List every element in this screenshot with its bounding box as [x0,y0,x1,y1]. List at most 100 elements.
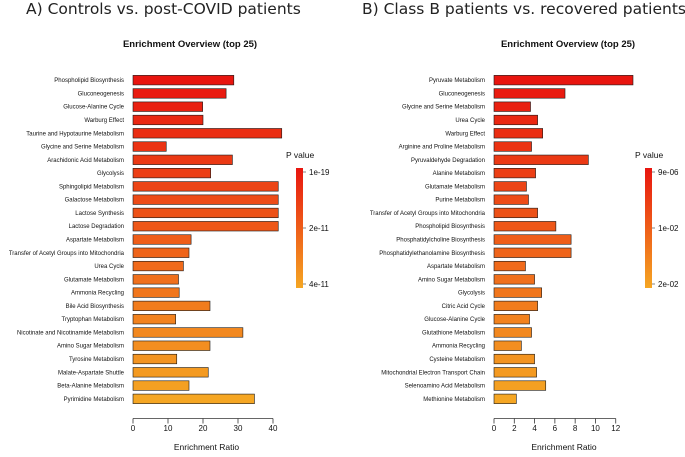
bar [493,128,544,139]
category-label: Amino Sugar Metabolism [57,344,124,350]
category-label: Phosphatidylethanolamine Biosynthesis [379,251,485,257]
legend-tick-label: 1e-02 [658,224,679,233]
category-label: Selenoamino Acid Metabolism [405,384,485,390]
category-label: Phospholipid Biosynthesis [54,78,124,84]
bar [493,274,535,285]
category-label: Tryptophan Metabolism [62,317,124,323]
category-label: Sphingolipid Metabolism [59,184,124,190]
legend-color-bar [296,168,303,288]
category-label: Lactose Degradation [69,224,124,230]
x-tick-label: 0 [492,424,497,433]
bar [132,287,180,298]
legend-color-bar [645,168,652,288]
bar [132,221,279,232]
bar [493,207,538,219]
category-label: Purine Metabolism [435,198,485,204]
bar [132,141,167,152]
x-tick-label: 8 [573,424,578,433]
category-label: Glycolysis [97,171,124,177]
x-tick-label: 0 [131,424,136,433]
x-tick-label: 4 [532,424,537,433]
chart-title: Enrichment Overview (top 25) [501,39,635,50]
category-label: Glucose-Alanine Cycle [424,317,485,323]
bar [132,181,279,192]
category-label: Galactose Metabolism [65,198,124,204]
x-tick-label: 30 [234,424,243,433]
bar [132,367,209,378]
category-label: Cysteine Metabolism [429,357,485,363]
bar [132,88,227,99]
chart-title: Enrichment Overview (top 25) [123,39,257,50]
category-label: Lactose Synthesis [75,211,124,217]
category-label: Aspartate Metabolism [427,264,485,270]
category-label: Phospholipid Biosynthesis [415,224,485,230]
legend-tick-label: 9e-06 [658,168,679,177]
bar [493,327,532,338]
category-label: Aspartate Metabolism [66,238,124,244]
category-label: Alanine Metabolism [433,171,485,177]
bar [132,353,178,365]
legend-title: P value [635,150,663,160]
bar [132,327,244,338]
bar [132,194,279,205]
category-label: Malate-Aspartate Shuttle [58,370,125,376]
bar [493,221,557,232]
x-tick-label: 20 [199,424,208,433]
bar [493,353,535,365]
x-axis-title: Enrichment Ratio [531,442,596,452]
legend-tick-label: 4e-11 [309,280,329,289]
category-label: Glycine and Serine Metabolism [402,105,485,111]
bar [493,314,530,325]
category-label: Bile Acid Biosynthesis [66,304,124,310]
category-label: Ammonia Recycling [71,291,124,297]
category-label: Taurine and Hypotaurine Metabolism [26,131,124,137]
panel-a-title: A) Controls vs. post-COVID patients [26,0,301,18]
legend-tick-label: 2e-02 [658,280,679,289]
category-label: Gluconeogenesis [78,91,124,97]
bar [132,207,279,219]
category-label: Glutathione Metabolism [422,330,485,336]
x-tick-label: 6 [553,424,558,433]
bar [132,340,211,351]
legend-tick-label: 1e-19 [309,168,330,177]
bar [493,234,572,245]
category-label: Amino Sugar Metabolism [418,277,485,283]
category-label: Arachidonic Acid Metabolism [47,158,124,164]
bar [132,101,203,112]
bar [132,154,233,165]
x-tick-label: 40 [269,424,278,433]
x-axis-title: Enrichment Ratio [174,442,239,452]
category-label: Glycolysis [458,291,485,297]
bar [132,274,179,285]
bar [132,300,211,311]
bar [132,380,190,391]
chart-b: Enrichment Overview (top 25) Pyruvate Met… [370,39,679,452]
category-label: Mitochondrial Electron Transport Chain [381,370,485,376]
category-label: Glutamate Metabolism [425,184,485,190]
bar [132,234,192,245]
bar [493,154,589,165]
bar [132,393,255,404]
category-label: Transfer of Acetyl Groups into Mitochond… [370,211,486,217]
category-label: Methionine Metabolism [423,397,485,403]
category-label: Warburg Effect [445,131,485,137]
bar [493,340,522,351]
bar [493,181,527,192]
category-label: Arginine and Proline Metabolism [399,145,485,151]
category-label: Urea Cycle [455,118,485,124]
category-label: Tyrosine Metabolism [69,357,124,363]
bar [132,260,184,272]
category-label: Ammonia Recycling [432,344,485,350]
bar [493,88,566,99]
bar [493,75,634,86]
bar [132,247,190,258]
bar [493,260,526,272]
bar [493,367,537,378]
category-label: Nicotinate and Nicotinamide Metabolism [17,330,124,336]
legend-tick-label: 2e-11 [309,224,329,233]
category-label: Pyruvaldehyde Degradation [411,158,485,164]
x-tick-label: 2 [512,424,517,433]
bar [493,194,529,205]
x-tick-label: 12 [611,424,620,433]
